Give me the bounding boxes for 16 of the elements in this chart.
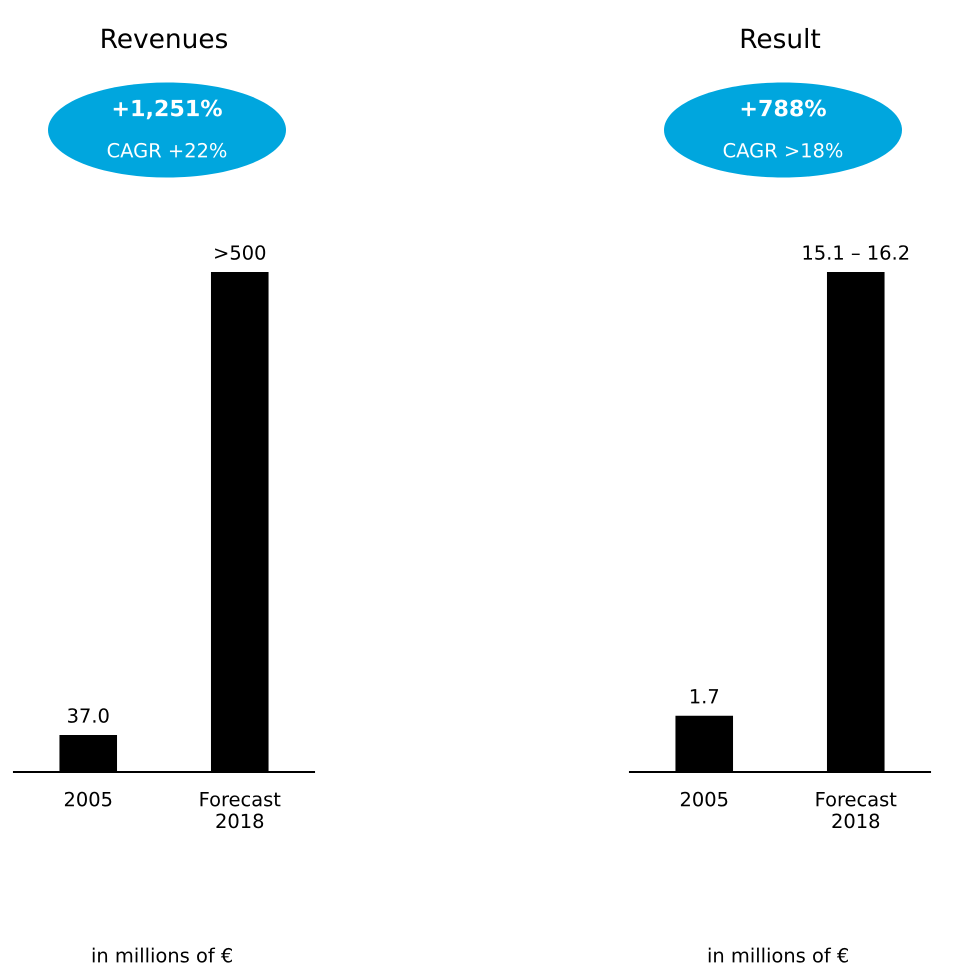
text: +788% [742, 100, 826, 116]
text: CAGR +22% [108, 142, 226, 158]
chart-title: Revenues [102, 28, 228, 48]
x-tick-label: Forecast 2018 [200, 792, 280, 828]
text: +1,251% [114, 100, 222, 120]
x-tick-label: 2005 [680, 792, 728, 806]
x-tick-label: 2005 [64, 792, 112, 806]
data-label: >500 [215, 245, 266, 260]
text: in millions of € [92, 948, 232, 963]
text: CAGR >18% [724, 142, 842, 158]
x-tick-label: Forecast 2018 [816, 792, 896, 828]
data-label: 1.7 [690, 689, 718, 704]
text: in millions of € [708, 948, 848, 963]
chart-title: Result [742, 28, 820, 48]
data-label: 15.1 – 16.2 [804, 245, 908, 260]
data-label: 37.0 [68, 708, 109, 723]
